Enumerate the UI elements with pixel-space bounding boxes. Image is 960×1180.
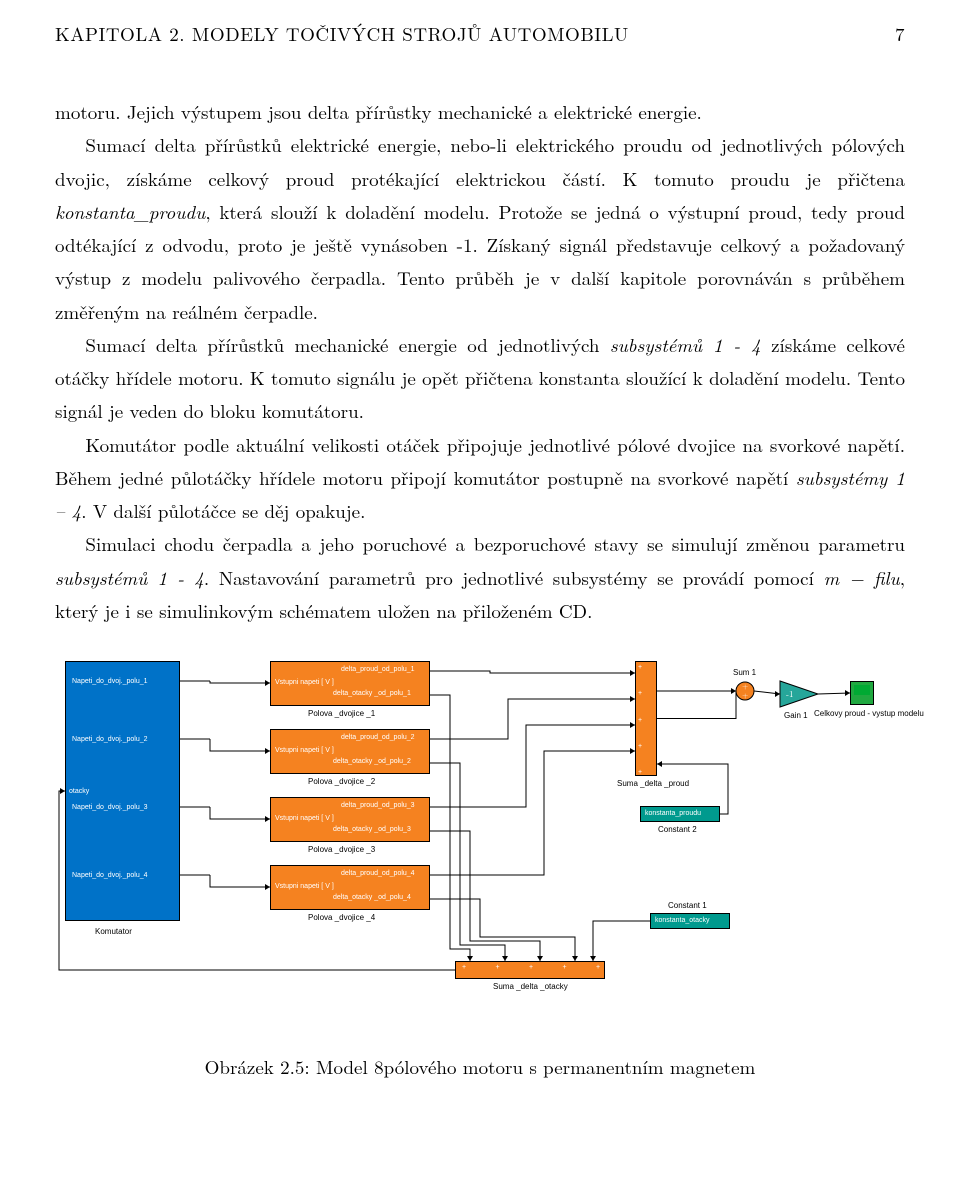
constant-proud-block: konstanta_proudu [640,806,720,822]
svg-text:+: + [742,690,748,701]
para-3: Sumací delta přírůstků mechanické energi… [55,328,905,428]
subsystem-block-4: Vstupni napeti [ V ]delta_proud_od_polu_… [270,865,430,910]
body-text: motoru. Jejich výstupem jsou delta přírů… [55,95,905,627]
constant-otacky-block: konstanta_otacky [650,913,730,929]
header-chapter: KAPITOLA 2. MODELY TOČIVÝCH STROJŮ AUTOM… [55,20,629,47]
para-4: Komutátor podle aktuální velikosti otáče… [55,428,905,528]
para-2: Sumací delta přírůstků elektrické energi… [55,128,905,328]
komutator-block: Napeti_do_dvoj._polu_1Napeti_do_dvoj._po… [65,661,180,921]
para-5: Simulaci chodu čerpadla a jeho poruchové… [55,527,905,627]
sum-otacky-block: +++++ [455,961,605,979]
simulink-diagram: ++-1Napeti_do_dvoj._polu_1Napeti_do_dvoj… [55,651,905,1031]
subsystem-block-1: Vstupni napeti [ V ]delta_proud_od_polu_… [270,661,430,706]
subsystem-block-2: Vstupni napeti [ V ]delta_proud_od_polu_… [270,729,430,774]
scope-block [850,681,874,705]
header-page-number: 7 [895,20,905,47]
figure-caption: Obrázek 2.5: Model 8pólového motoru s pe… [55,1053,905,1080]
page-header: KAPITOLA 2. MODELY TOČIVÝCH STROJŮ AUTOM… [55,20,905,47]
svg-text:-1: -1 [786,687,794,700]
sum-proud-block: +++++ [635,661,657,776]
subsystem-block-3: Vstupni napeti [ V ]delta_proud_od_polu_… [270,797,430,842]
para-1: motoru. Jejich výstupem jsou delta přírů… [55,95,905,128]
